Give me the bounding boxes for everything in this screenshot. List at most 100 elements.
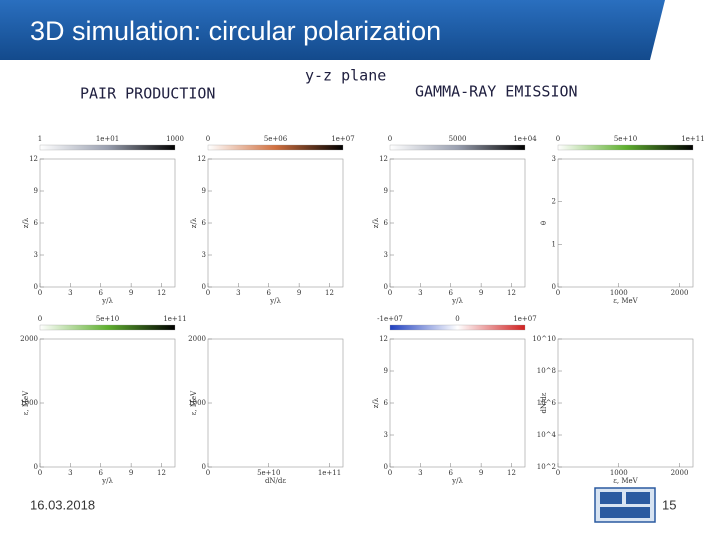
x-tick-label: 9 [479, 289, 483, 297]
x-axis-label: y/λ [451, 297, 463, 305]
title: 3D simulation: circular polarization [30, 16, 441, 46]
y-tick-label: 2000 [188, 335, 206, 343]
x-tick-label: 6 [99, 289, 104, 297]
x-axis-label: y/λ [269, 297, 281, 305]
y-tick-label: 1 [552, 240, 556, 248]
x-tick-label: 0 [38, 289, 42, 297]
panels: 1 1e+01 1000 0 3 6 9 12 0 3 6 9 12 y/λ z/λ 0 5e+06 1e+07 0… [20, 135, 705, 485]
y-tick-label: 6 [384, 399, 389, 407]
y-tick-label: 1000 [20, 399, 38, 407]
y-tick-label: 12 [379, 155, 388, 163]
y-axis-label: z/λ [190, 217, 198, 228]
x-axis-label: y/λ [101, 477, 113, 485]
x-tick-label: 12 [507, 469, 516, 477]
y-tick-label: 12 [197, 155, 206, 163]
plot-area [207, 338, 344, 468]
colorbar-tick-label: 1e+04 [513, 135, 537, 143]
colorbar-tick-label: 0 [455, 315, 459, 323]
colorbar-tick-label: 1e+07 [513, 315, 536, 323]
x-tick-label: 3 [418, 289, 422, 297]
x-tick-label: 12 [157, 469, 166, 477]
y-tick-label: 0 [552, 283, 556, 291]
x-tick-label: 5e+10 [257, 469, 280, 477]
x-tick-label: 0 [556, 289, 560, 297]
colorbar [389, 324, 526, 331]
colorbar-tick-label: 5e+10 [614, 135, 637, 143]
y-tick-label: 0 [34, 463, 38, 471]
section-heading: GAMMA-RAY EMISSION [415, 83, 578, 101]
colorbar [557, 144, 694, 151]
y-tick-label: 9 [384, 367, 388, 375]
y-tick-label: 12 [29, 155, 38, 163]
y-tick-label: 10^2 [537, 463, 556, 471]
plot-area [389, 338, 526, 468]
x-axis-label: ε, MeV [613, 477, 638, 485]
y-tick-label: 3 [202, 251, 206, 259]
x-tick-label: 6 [449, 289, 454, 297]
logo [594, 487, 656, 523]
x-tick-label: 2000 [671, 289, 689, 297]
x-axis-label: y/λ [101, 297, 113, 305]
y-tick-label: 2000 [20, 335, 38, 343]
y-axis-label: dN/dε [540, 392, 548, 413]
x-tick-label: 0 [38, 469, 42, 477]
y-tick-label: 10^6 [537, 399, 557, 407]
plot-area [39, 158, 176, 288]
x-tick-label: 0 [206, 469, 210, 477]
y-tick-label: 2 [552, 198, 556, 206]
x-tick-label: 3 [68, 289, 72, 297]
colorbar-tick-label: 0 [206, 135, 210, 143]
x-tick-label: 6 [267, 289, 272, 297]
y-axis-label: ε, MeV [190, 390, 198, 415]
y-tick-label: 6 [202, 219, 207, 227]
plot-area [207, 158, 344, 288]
y-tick-label: 3 [34, 251, 38, 259]
y-tick-label: 6 [34, 219, 39, 227]
colorbar-tick-label: 0 [556, 135, 560, 143]
colorbar [389, 144, 526, 151]
y-tick-label: 3 [384, 431, 388, 439]
footer-date: 16.03.2018 [30, 497, 95, 512]
x-axis-label: y/λ [451, 477, 463, 485]
x-tick-label: 12 [325, 289, 334, 297]
y-axis-label: z/λ [22, 217, 30, 228]
x-tick-label: 9 [479, 469, 483, 477]
y-tick-label: 0 [384, 463, 388, 471]
x-tick-label: 3 [418, 469, 422, 477]
y-tick-label: 10^8 [537, 367, 556, 375]
colorbar-tick-label: 1000 [166, 135, 184, 143]
colorbar [39, 144, 176, 151]
y-tick-label: 1000 [188, 399, 206, 407]
x-tick-label: 0 [556, 469, 560, 477]
y-axis-label: θ [540, 221, 548, 225]
x-tick-label: 1000 [610, 469, 628, 477]
x-tick-label: 3 [68, 469, 72, 477]
x-tick-label: 9 [129, 469, 133, 477]
y-tick-label: 0 [202, 463, 206, 471]
x-tick-label: 9 [297, 289, 301, 297]
colorbar-tick-label: 5e+10 [96, 315, 119, 323]
y-tick-label: 0 [34, 283, 38, 291]
y-tick-label: 12 [379, 335, 388, 343]
x-tick-label: 6 [449, 469, 454, 477]
colorbar-tick-label: 5e+06 [264, 135, 288, 143]
x-tick-label: 0 [388, 289, 392, 297]
y-axis-label: z/λ [372, 217, 380, 228]
colorbar [207, 144, 344, 151]
y-tick-label: 9 [384, 187, 388, 195]
x-tick-label: 12 [157, 289, 166, 297]
page-number: 15 [662, 497, 676, 512]
x-tick-label: 9 [129, 289, 133, 297]
y-tick-label: 9 [34, 187, 38, 195]
x-axis-label: dN/dε [265, 477, 286, 485]
y-tick-label: 3 [552, 155, 556, 163]
y-tick-label: 9 [202, 187, 206, 195]
plot-area [557, 338, 694, 468]
colorbar-tick-label: 1e+11 [681, 135, 704, 143]
x-tick-label: 0 [206, 289, 210, 297]
y-tick-label: 10^10 [532, 335, 556, 343]
colorbar-tick-label: 1e+01 [96, 135, 119, 143]
x-tick-label: 3 [236, 289, 240, 297]
title-bar [0, 0, 665, 60]
